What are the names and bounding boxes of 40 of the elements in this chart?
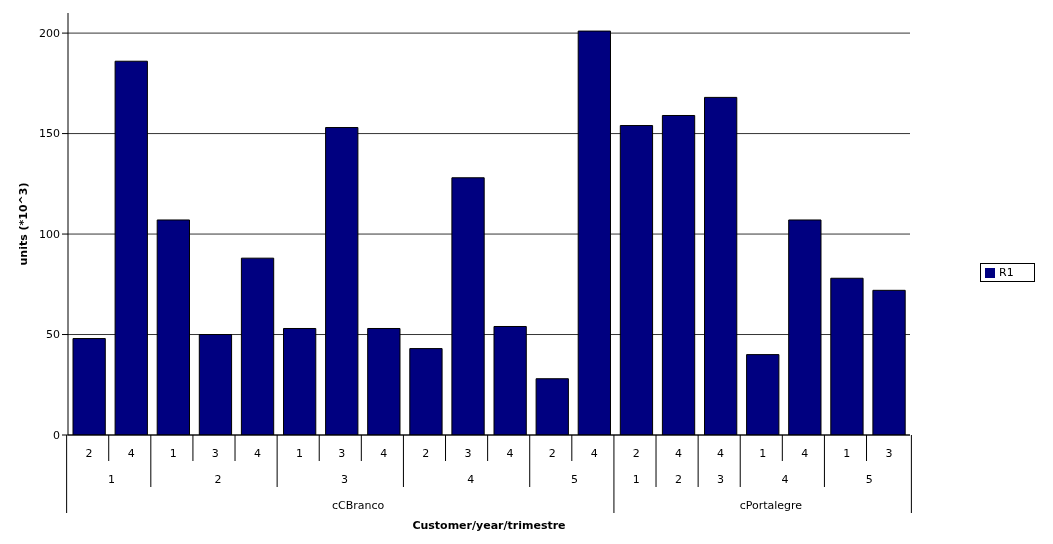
x-tick-label: 2 — [632, 447, 640, 460]
text: cPortalegre — [739, 499, 803, 512]
x-tick-label: 3 — [211, 447, 219, 460]
x-tick-label: 1 — [843, 447, 851, 460]
x-tick-label: 4 — [674, 447, 682, 460]
text: 5 — [865, 473, 873, 486]
text: 3 — [717, 473, 725, 486]
x-tick-label: 4 — [253, 447, 261, 460]
x-tick-label: 4 — [380, 447, 388, 460]
text: 5 — [571, 473, 579, 486]
y-tick-label: 0 — [53, 428, 60, 442]
y-tick-label: 200 — [39, 27, 60, 40]
x-tick-label: 2 — [548, 447, 556, 460]
text: 4 — [781, 473, 789, 486]
y-tick-label: 150 — [39, 127, 60, 141]
x-tick-label: 3 — [885, 447, 893, 460]
x-tick-label: 2 — [85, 447, 93, 460]
text: 1 — [632, 473, 640, 486]
x-tick-label: 4 — [506, 447, 514, 460]
x-tick-label: 4 — [717, 447, 725, 460]
text: 1 — [107, 473, 115, 486]
y-tick-label: 50 — [46, 328, 60, 342]
x-tick-label: 3 — [338, 447, 346, 460]
text: Customer/year/trimestre — [412, 519, 566, 532]
text: 2 — [214, 473, 222, 486]
x-tick-label: 1 — [169, 447, 177, 460]
x-tick-label: 4 — [127, 447, 135, 460]
y-tick-label: 100 — [39, 227, 60, 241]
x-tick-label: 1 — [759, 447, 767, 460]
x-tick-label: 4 — [590, 447, 598, 460]
x-tick-label: 1 — [296, 447, 304, 460]
x-tick-label: 2 — [422, 447, 430, 460]
x-tick-label: 4 — [801, 447, 809, 460]
text: cCBranco — [332, 499, 385, 512]
text: 2 — [674, 473, 682, 486]
text: 3 — [340, 473, 348, 486]
legend-label: R1 — [999, 265, 1014, 279]
text: 4 — [467, 473, 475, 486]
y-axis-title: units (*10^3) — [16, 182, 30, 266]
x-tick-label: 3 — [464, 447, 472, 460]
